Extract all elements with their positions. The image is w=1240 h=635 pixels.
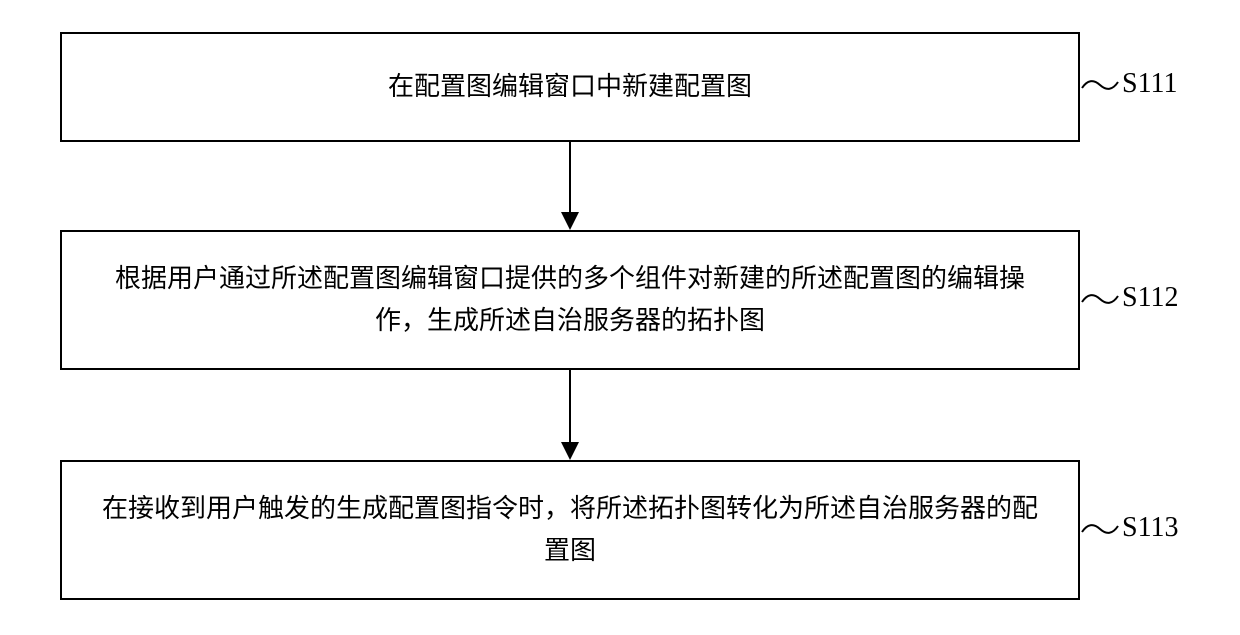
flowchart-canvas: 在配置图编辑窗口中新建配置图 S111 根据用户通过所述配置图编辑窗口提供的多个… <box>0 0 1240 635</box>
step-text-s112: 根据用户通过所述配置图编辑窗口提供的多个组件对新建的所述配置图的编辑操作，生成所… <box>92 258 1048 341</box>
label-connector-s113 <box>1080 514 1120 544</box>
step-text-s113: 在接收到用户触发的生成配置图指令时，将所述拓扑图转化为所述自治服务器的配置图 <box>92 488 1048 571</box>
step-text-s111: 在配置图编辑窗口中新建配置图 <box>388 66 752 108</box>
step-box-s111: 在配置图编辑窗口中新建配置图 <box>60 32 1080 142</box>
label-connector-s111 <box>1080 70 1120 100</box>
step-label-s113: S113 <box>1122 512 1179 544</box>
step-box-s113: 在接收到用户触发的生成配置图指令时，将所述拓扑图转化为所述自治服务器的配置图 <box>60 460 1080 600</box>
arrow-s111-to-s112 <box>555 142 585 232</box>
step-box-s112: 根据用户通过所述配置图编辑窗口提供的多个组件对新建的所述配置图的编辑操作，生成所… <box>60 230 1080 370</box>
step-label-s112: S112 <box>1122 282 1179 314</box>
label-connector-s112 <box>1080 284 1120 314</box>
step-label-s111: S111 <box>1122 68 1178 100</box>
arrow-s112-to-s113 <box>555 370 585 462</box>
